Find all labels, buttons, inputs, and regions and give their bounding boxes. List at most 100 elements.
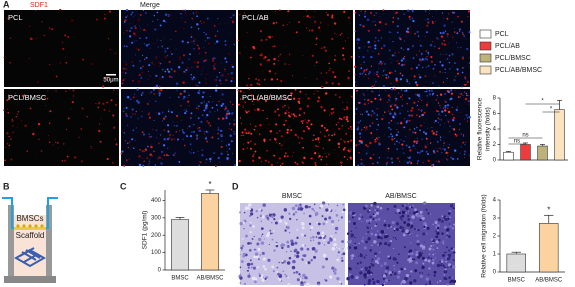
speck bbox=[126, 29, 128, 32]
speck bbox=[464, 83, 467, 86]
speck bbox=[453, 149, 457, 152]
speck bbox=[464, 157, 465, 159]
speck bbox=[259, 29, 263, 33]
speck bbox=[185, 110, 188, 113]
speck bbox=[455, 75, 457, 77]
speck bbox=[384, 73, 387, 76]
speck bbox=[410, 270, 413, 273]
speck bbox=[451, 252, 453, 254]
speck bbox=[307, 261, 311, 265]
speck bbox=[284, 94, 285, 96]
speck bbox=[135, 40, 137, 41]
speck bbox=[40, 150, 43, 152]
y-tick-label: 0 bbox=[493, 270, 497, 276]
speck bbox=[4, 159, 6, 162]
speck bbox=[168, 136, 171, 139]
speck bbox=[372, 163, 374, 165]
legend-swatch bbox=[479, 29, 492, 39]
speck bbox=[244, 234, 248, 238]
speck bbox=[334, 231, 337, 234]
speck bbox=[264, 56, 267, 59]
speck bbox=[389, 105, 392, 108]
speck bbox=[441, 42, 444, 45]
speck bbox=[262, 203, 266, 207]
speck bbox=[444, 72, 446, 73]
speck bbox=[247, 266, 250, 269]
speck bbox=[277, 59, 279, 61]
speck bbox=[233, 132, 236, 135]
speck bbox=[142, 9, 145, 12]
speck bbox=[129, 98, 132, 101]
speck bbox=[432, 132, 435, 135]
speck bbox=[196, 136, 199, 139]
speck bbox=[286, 251, 288, 253]
speck bbox=[204, 107, 208, 110]
speck bbox=[287, 10, 290, 13]
speck bbox=[134, 34, 137, 37]
speck bbox=[347, 76, 350, 79]
speck bbox=[153, 64, 155, 66]
speck bbox=[371, 109, 374, 113]
speck bbox=[8, 144, 11, 147]
speck bbox=[347, 159, 349, 161]
speck bbox=[398, 62, 401, 65]
speck bbox=[142, 133, 145, 136]
speck bbox=[405, 273, 410, 278]
speck bbox=[266, 278, 269, 280]
speck bbox=[252, 266, 256, 270]
speck bbox=[135, 47, 138, 50]
speck bbox=[266, 117, 268, 120]
speck bbox=[376, 118, 378, 120]
speck bbox=[412, 57, 415, 59]
speck bbox=[440, 119, 443, 121]
speck bbox=[108, 110, 111, 112]
speck bbox=[436, 231, 440, 236]
bar bbox=[537, 145, 548, 161]
speck bbox=[181, 40, 184, 43]
speck bbox=[188, 125, 191, 128]
speck bbox=[357, 164, 360, 167]
speck bbox=[444, 109, 447, 112]
speck bbox=[207, 122, 211, 125]
speck bbox=[408, 114, 411, 117]
speck bbox=[248, 88, 251, 90]
speck bbox=[409, 242, 412, 244]
speck bbox=[175, 48, 177, 50]
speck bbox=[239, 98, 242, 100]
speck bbox=[184, 9, 187, 11]
speck bbox=[423, 225, 426, 229]
speck bbox=[127, 124, 129, 126]
speck bbox=[382, 74, 384, 76]
speck bbox=[260, 53, 263, 55]
speck bbox=[315, 37, 318, 40]
significance: * bbox=[208, 180, 211, 189]
speck bbox=[82, 58, 85, 61]
speck bbox=[407, 9, 410, 12]
speck bbox=[250, 266, 253, 269]
speck bbox=[28, 25, 31, 27]
speck bbox=[457, 96, 460, 98]
speck bbox=[308, 214, 312, 218]
speck bbox=[329, 275, 333, 279]
speck bbox=[330, 235, 333, 238]
speck bbox=[310, 123, 313, 126]
speck bbox=[266, 59, 269, 62]
speck bbox=[284, 229, 287, 232]
speck bbox=[348, 246, 352, 249]
speck bbox=[220, 83, 222, 85]
speck bbox=[350, 148, 352, 150]
speck bbox=[160, 162, 163, 165]
bar bbox=[520, 144, 531, 161]
significance: ns bbox=[514, 139, 520, 145]
speck bbox=[190, 26, 193, 29]
speck bbox=[342, 47, 345, 50]
speck bbox=[409, 18, 411, 21]
speck bbox=[420, 109, 423, 112]
speck bbox=[205, 162, 206, 164]
speck bbox=[396, 60, 398, 62]
speck bbox=[371, 90, 373, 92]
speck bbox=[275, 141, 277, 143]
y-tick-label: 0 bbox=[493, 158, 497, 164]
speck bbox=[409, 233, 411, 235]
speck bbox=[319, 236, 322, 240]
